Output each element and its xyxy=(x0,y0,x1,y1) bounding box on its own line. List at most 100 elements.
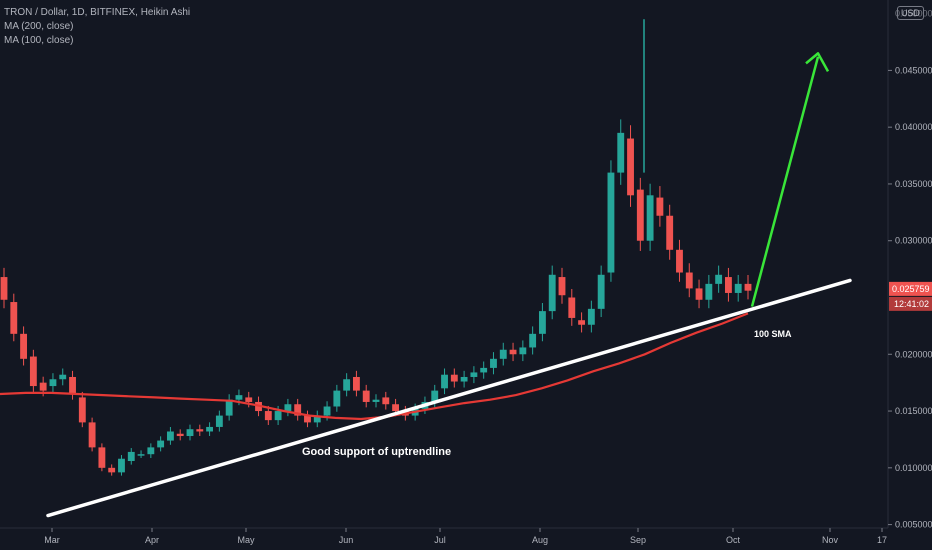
candle-body xyxy=(519,347,527,355)
candle-body xyxy=(343,379,351,391)
candle-body xyxy=(705,283,713,300)
time-tick-label: Jul xyxy=(434,535,446,545)
time-tick-label: Jun xyxy=(339,535,354,545)
candle-body xyxy=(499,349,507,359)
countdown-label: 12:41:02 xyxy=(894,299,929,309)
price-tick-label-top: 0.050000 xyxy=(895,9,932,19)
candle-body xyxy=(617,132,625,173)
candle-body xyxy=(333,390,341,407)
price-tick-label: 0.045000 xyxy=(895,65,932,75)
price-tick-label: 0.035000 xyxy=(895,179,932,189)
candle-body xyxy=(392,404,400,412)
candle-body xyxy=(587,308,595,325)
countdown-badge xyxy=(889,296,932,311)
candle-body xyxy=(215,415,223,427)
candle-body xyxy=(59,374,67,380)
candle-body xyxy=(323,406,331,416)
candle-body xyxy=(235,395,243,400)
candle-body xyxy=(656,197,664,216)
candle-body xyxy=(558,277,566,296)
candle-body xyxy=(490,358,497,368)
candle-body xyxy=(724,277,732,293)
candle-body xyxy=(264,411,272,421)
candle-body xyxy=(108,467,116,473)
candle-body xyxy=(509,349,517,355)
current-price-badge xyxy=(889,281,932,296)
candle-body xyxy=(685,272,693,289)
candle-body xyxy=(10,302,18,334)
target-arrow-shaft xyxy=(750,56,820,307)
candle-body xyxy=(225,399,233,416)
candle-body xyxy=(382,397,390,405)
candle-body xyxy=(529,333,537,348)
time-tick-label: Mar xyxy=(44,535,60,545)
candle-body xyxy=(20,333,28,359)
candle-body xyxy=(196,429,204,432)
time-tick-label: Sep xyxy=(630,535,646,545)
time-tick-label: Aug xyxy=(532,535,548,545)
candle-body xyxy=(0,277,8,300)
chart-legend: TRON / Dollar, 1D, BITFINEX, Heikin Ashi… xyxy=(4,6,190,48)
price-tick-label: 0.030000 xyxy=(895,236,932,246)
candle-body xyxy=(39,382,47,391)
candle-body xyxy=(166,431,174,441)
candle-body xyxy=(186,429,194,437)
currency-button[interactable]: USD xyxy=(896,6,924,20)
candle-body xyxy=(578,320,586,325)
time-tick-label: May xyxy=(237,535,255,545)
candle-body xyxy=(313,415,321,423)
legend-ma100: MA (100, close) xyxy=(4,35,74,46)
candle-body xyxy=(597,274,605,309)
candle-body xyxy=(78,397,86,423)
candle-body xyxy=(137,454,145,456)
time-tick-label: 17 xyxy=(877,535,887,545)
time-tick-label: Nov xyxy=(822,535,839,545)
candle-body xyxy=(744,283,752,291)
sma-annotation: 100 SMA xyxy=(754,329,792,339)
legend-ma200: MA (200, close) xyxy=(4,21,74,32)
candle-body xyxy=(29,356,37,387)
candle-body xyxy=(98,447,106,468)
candle-body xyxy=(157,440,165,448)
candle-body xyxy=(127,451,135,462)
candle-body xyxy=(352,376,360,391)
candle-body xyxy=(69,376,76,395)
candle-body xyxy=(548,274,556,312)
candle-body xyxy=(715,274,723,284)
candle-body xyxy=(245,397,253,402)
candle-body xyxy=(441,374,448,389)
candle-body xyxy=(49,379,57,387)
candle-body xyxy=(568,297,576,318)
candle-body xyxy=(362,390,370,402)
candle-body xyxy=(636,189,644,241)
candle-body xyxy=(372,399,380,402)
uptrend-line[interactable] xyxy=(46,278,852,518)
candle-body xyxy=(88,422,96,448)
candle-body xyxy=(304,415,311,423)
candle-body xyxy=(118,458,125,473)
candle-body xyxy=(470,372,478,377)
target-arrow-head xyxy=(805,52,830,72)
candle-body xyxy=(176,433,184,437)
candle-body xyxy=(294,404,302,416)
price-tick-label: 0.040000 xyxy=(895,122,932,132)
time-tick-label: Oct xyxy=(726,535,741,545)
legend-symbol: TRON / Dollar, 1D, BITFINEX, Heikin Ashi xyxy=(4,7,191,18)
candle-body xyxy=(666,215,674,250)
candle-body xyxy=(646,195,654,241)
candle-body xyxy=(607,172,615,273)
candle-body xyxy=(734,283,742,293)
ma100-line xyxy=(0,312,749,421)
candle-body xyxy=(206,426,214,432)
candle-body xyxy=(450,374,458,382)
price-tick-label: 0.005000 xyxy=(895,520,932,530)
current-price-label: 0.025759 xyxy=(892,284,930,294)
candle-body xyxy=(538,311,546,334)
candle-body xyxy=(284,404,292,412)
candle-body xyxy=(274,411,282,421)
candle-body xyxy=(695,288,703,300)
price-tick-label: 0.020000 xyxy=(895,349,932,359)
price-tick-label: 0.010000 xyxy=(895,463,932,473)
